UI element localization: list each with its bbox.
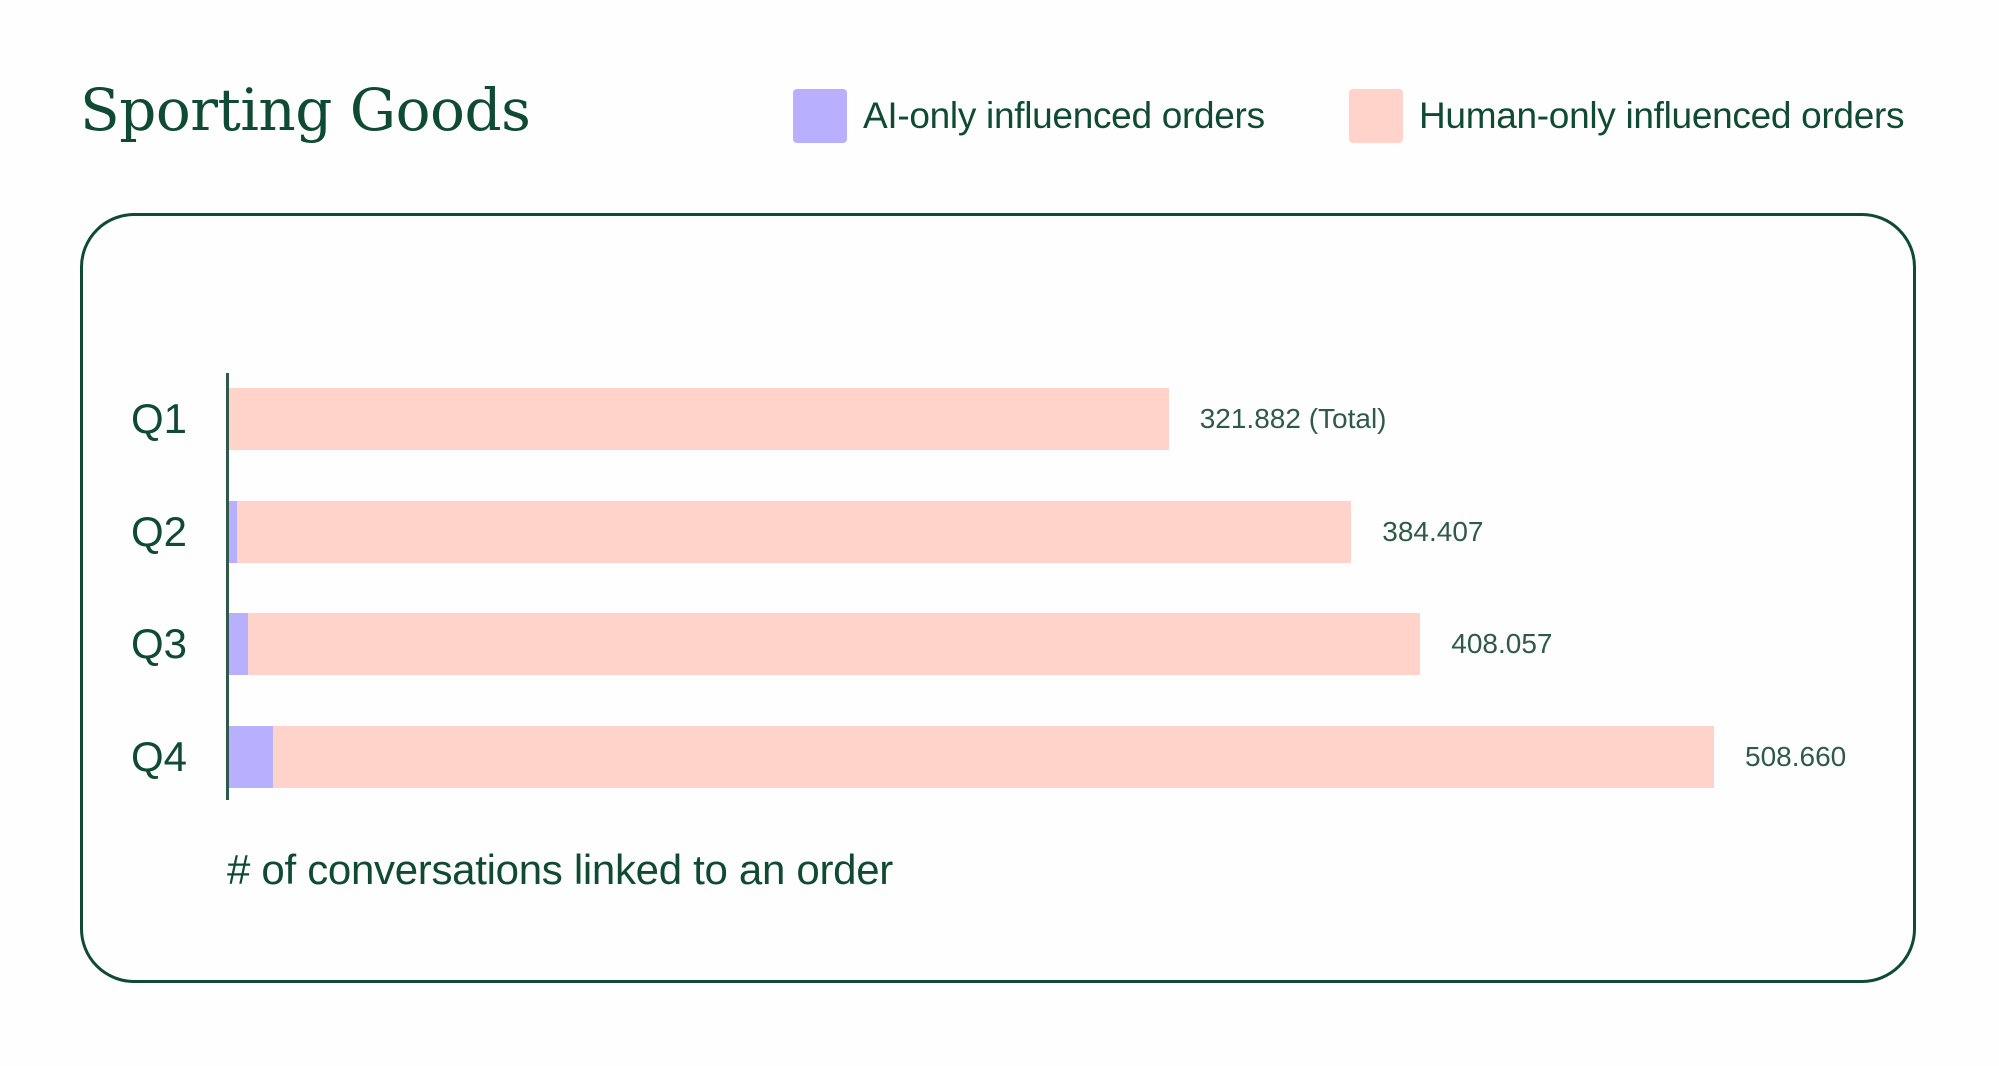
- bar-segment-human: [236, 501, 1352, 563]
- bar-segment-human: [247, 613, 1421, 675]
- value-label-q1: 321.882 (Total): [1199, 403, 1387, 434]
- row-label-q2: Q2: [131, 508, 188, 555]
- legend-label-human: Human-only influenced orders: [1419, 95, 1905, 136]
- bar-segment-ai: [229, 613, 248, 675]
- bar-segment-human: [272, 726, 1714, 788]
- bar-q4: [229, 726, 1714, 788]
- legend-label-ai: AI-only influenced orders: [863, 95, 1265, 136]
- bar-segment-human: [229, 388, 1169, 450]
- chart-title: Sporting Goods: [80, 76, 531, 144]
- bar-q2: [229, 501, 1352, 563]
- bar-q1: [229, 388, 1169, 450]
- row-label-q3: Q3: [131, 620, 188, 667]
- bar-segment-ai: [229, 726, 273, 788]
- chart-card: [80, 213, 1916, 983]
- legend-swatch-human: [1349, 89, 1403, 143]
- legend-swatch-ai: [793, 89, 847, 143]
- value-label-q4: 508.660: [1745, 741, 1847, 772]
- x-axis-label: # of conversations linked to an order: [227, 846, 893, 893]
- legend-item-human: Human-only influenced orders: [1349, 89, 1905, 143]
- y-axis-line: [226, 373, 229, 800]
- value-label-q3: 408.057: [1451, 628, 1553, 659]
- bar-segment-ai: [229, 501, 237, 563]
- row-label-q4: Q4: [131, 733, 188, 780]
- value-label-q2: 384.407: [1382, 516, 1484, 547]
- row-label-q1: Q1: [131, 395, 188, 442]
- legend-item-ai: AI-only influenced orders: [793, 89, 1265, 143]
- bar-q3: [229, 613, 1421, 675]
